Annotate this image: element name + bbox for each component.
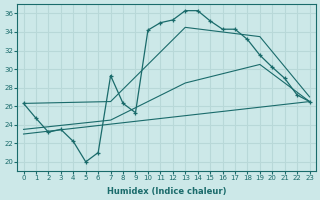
X-axis label: Humidex (Indice chaleur): Humidex (Indice chaleur) xyxy=(107,187,226,196)
